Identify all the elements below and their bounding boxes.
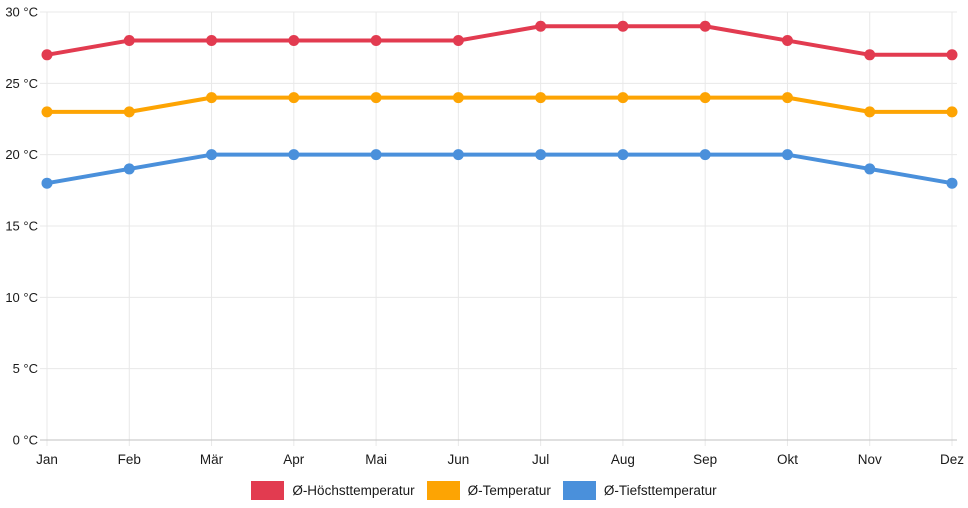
x-axis-tick-label-Jan: Jan xyxy=(36,452,58,467)
x-axis-tick-label-Aug: Aug xyxy=(611,452,635,467)
data-point-1-Jan[interactable] xyxy=(41,106,53,118)
legend-swatch-temperatur-icon xyxy=(426,480,460,500)
data-point-0-Feb[interactable] xyxy=(123,35,135,47)
data-point-0-Jun[interactable] xyxy=(452,35,464,47)
data-point-0-Sep[interactable] xyxy=(699,20,711,32)
data-point-1-Jul[interactable] xyxy=(535,92,547,104)
data-point-1-Feb[interactable] xyxy=(123,106,135,118)
data-point-0-Dez[interactable] xyxy=(946,49,958,61)
data-point-0-Mär[interactable] xyxy=(206,35,218,47)
data-point-2-Dez[interactable] xyxy=(946,177,958,189)
series-line-2 xyxy=(45,152,954,186)
data-point-2-Nov[interactable] xyxy=(864,163,876,175)
data-point-0-Jul[interactable] xyxy=(535,20,547,32)
x-axis-tick-label-Dez: Dez xyxy=(940,452,964,467)
data-point-2-Jan[interactable] xyxy=(41,177,53,189)
data-point-2-Jun[interactable] xyxy=(452,149,464,161)
legend-item-tiefsttemperatur[interactable]: Ø-Tiefsttemperatur xyxy=(562,480,717,500)
legend-label-hoechsttemperatur: Ø-Höchsttemperatur xyxy=(292,482,415,498)
x-axis-tick-label-Jul: Jul xyxy=(532,452,549,467)
data-point-0-Apr[interactable] xyxy=(288,35,300,47)
data-point-2-Okt[interactable] xyxy=(781,149,793,161)
data-point-2-Mai[interactable] xyxy=(370,149,382,161)
data-point-0-Jan[interactable] xyxy=(41,49,53,61)
data-point-2-Apr[interactable] xyxy=(288,149,300,161)
x-axis-tick-label-Okt: Okt xyxy=(777,452,798,467)
data-point-2-Mär[interactable] xyxy=(206,149,218,161)
x-axis-tick-label-Mär: Mär xyxy=(200,452,224,467)
series-line-0 xyxy=(45,24,954,57)
x-axis-tick-label-Sep: Sep xyxy=(693,452,717,467)
data-point-1-Apr[interactable] xyxy=(288,92,300,104)
chart-plot-area: 0 °C 5 °C 10 °C 15 °C 20 °C 25 °C 30 °C Jan Feb M… xyxy=(5,5,964,468)
data-point-0-Nov[interactable] xyxy=(864,49,876,61)
data-point-2-Jul[interactable] xyxy=(535,149,547,161)
legend-swatch-tiefsttemperatur-icon xyxy=(562,480,596,500)
legend-item-temperatur[interactable]: Ø-Temperatur xyxy=(426,480,551,500)
data-point-1-Mär[interactable] xyxy=(206,92,218,104)
legend-label-temperatur: Ø-Temperatur xyxy=(467,482,551,498)
y-axis-tick-label: 10 °C xyxy=(5,290,38,305)
data-point-0-Okt[interactable] xyxy=(781,35,793,47)
y-axis-tick-label: 0 °C xyxy=(13,433,38,448)
x-axis-tick-label-Apr: Apr xyxy=(283,452,305,467)
legend-label-tiefsttemperatur: Ø-Tiefsttemperatur xyxy=(603,482,717,498)
data-point-1-Dez[interactable] xyxy=(946,106,958,118)
x-axis-tick-label-Feb: Feb xyxy=(118,452,141,467)
y-axis-tick-label: 30 °C xyxy=(5,5,38,20)
data-point-1-Okt[interactable] xyxy=(781,92,793,104)
data-point-1-Nov[interactable] xyxy=(864,106,876,118)
data-point-0-Mai[interactable] xyxy=(370,35,382,47)
y-axis-tick-label: 25 °C xyxy=(5,76,38,91)
legend-swatch-hoechsttemperatur-icon xyxy=(251,480,285,500)
data-point-1-Aug[interactable] xyxy=(617,92,629,104)
y-axis-tick-label: 20 °C xyxy=(5,147,38,162)
data-point-1-Mai[interactable] xyxy=(370,92,382,104)
data-point-1-Sep[interactable] xyxy=(699,92,711,104)
chart-canvas: 0 °C 5 °C 10 °C 15 °C 20 °C 25 °C 30 °C Jan Feb M… xyxy=(5,5,964,468)
x-axis-tick-label-Nov: Nov xyxy=(858,452,882,467)
legend-item-hoechsttemperatur[interactable]: Ø-Höchsttemperatur xyxy=(251,480,415,500)
y-axis-tick-label: 5 °C xyxy=(13,361,38,376)
x-axis-tick-label-Jun: Jun xyxy=(447,452,469,467)
series-line-1 xyxy=(45,95,954,114)
data-point-1-Jun[interactable] xyxy=(452,92,464,104)
data-point-2-Aug[interactable] xyxy=(617,149,629,161)
y-axis-tick-label: 15 °C xyxy=(5,219,38,234)
x-axis-tick-label-Mai: Mai xyxy=(365,452,387,467)
chart-legend: Ø-Höchsttemperatur Ø-Temperatur Ø-Tiefst… xyxy=(0,477,968,503)
data-point-2-Feb[interactable] xyxy=(123,163,135,175)
data-point-2-Sep[interactable] xyxy=(699,149,711,161)
data-point-0-Aug[interactable] xyxy=(617,20,629,32)
